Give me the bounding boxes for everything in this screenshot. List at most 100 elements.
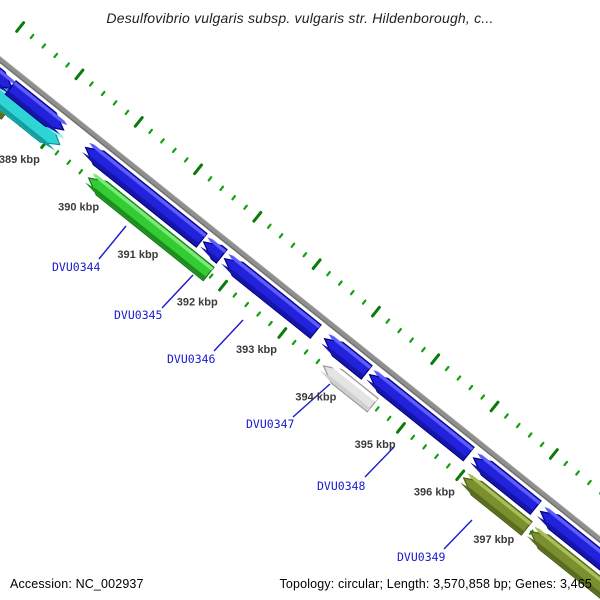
outer-minor-tick [29,33,35,40]
inner-minor-tick [434,453,439,459]
outer-minor-tick [41,43,47,49]
label-leader-line [98,225,127,260]
inner-major-tick [396,422,406,434]
sequence-title: Desulfovibrio vulgaris subsp. vulgaris s… [106,10,494,26]
gene-arrow-dvu0349-highlight [467,473,532,525]
inner-major-tick [455,469,466,482]
outer-major-tick [133,116,144,128]
gene-arrow-dvu0347[interactable] [322,365,379,413]
gene-arrow-dvu0344-shade [85,182,207,280]
inner-minor-tick [54,150,60,156]
outer-minor-tick [361,299,367,305]
gene-label-dvu0344[interactable]: DVU0344 [52,260,101,274]
scale-label-390kbp: 390 kbp [58,202,99,214]
gene-arrow-shade [82,152,200,247]
outer-minor-tick [65,62,71,68]
gene-arrow-shade [0,84,9,94]
gene-arrow-shade [527,536,600,597]
outer-minor-tick [172,147,177,153]
gene-arrow-highlight [534,526,600,582]
outer-minor-tick [243,204,248,210]
outer-minor-tick [100,90,106,97]
outer-major-tick [311,258,322,270]
scale-label-392kbp: 392 kbp [177,297,218,309]
gene-arrow-dvu0347-highlight [327,361,378,402]
outer-major-tick [15,21,26,33]
outer-minor-tick [338,280,343,286]
gene-arrow-dvu0346[interactable] [223,257,322,340]
gene-arrow-highlight [477,453,541,505]
gene-arrow[interactable] [84,146,208,248]
gene-arrow-shade [470,462,534,514]
label-leader-line [292,383,331,418]
outer-minor-tick [278,233,284,239]
scale-label-391kbp: 391 kbp [117,249,158,261]
outer-minor-tick [504,413,509,419]
outer-minor-tick [290,242,296,248]
gene-arrow-dvu0345-highlight [207,237,227,253]
gene-arrow[interactable] [323,337,373,380]
outer-minor-tick [53,52,59,59]
outer-major-tick [489,400,500,413]
outer-major-tick [371,305,381,318]
gene-arrow-shade [5,90,61,135]
outer-minor-tick [409,337,414,343]
outer-minor-tick [124,109,130,116]
scale-label-394kbp: 394 kbp [295,391,336,403]
gene-label-dvu0348[interactable]: DVU0348 [317,479,366,493]
inner-minor-tick [244,301,250,308]
gene-arrow-shade [0,104,56,151]
scale-label-397kbp: 397 kbp [473,534,514,546]
gene-arrow-dvu0347-shade [320,370,371,412]
gene-label-dvu0345[interactable]: DVU0345 [114,308,162,322]
gene-arrow-highlight [89,142,207,237]
outer-minor-tick [539,441,545,448]
inner-minor-tick [291,339,297,346]
gene-label-dvu0349[interactable]: DVU0349 [397,550,446,564]
genome-backbone [0,61,600,544]
gene-arrow-dvu0344[interactable] [87,177,215,282]
inner-minor-tick [374,406,380,412]
topology-status: Topology: circular; Length: 3,570,858 bp… [279,577,592,591]
inner-minor-tick [386,415,392,422]
inner-minor-tick [232,292,238,298]
accession-status: Accession: NC_002937 [10,577,144,591]
outer-minor-tick [148,128,153,134]
gene-arrow-shade [321,343,365,379]
gene-arrow-dvu0344-highlight [92,173,214,271]
gene-arrow-highlight [328,334,372,369]
gene-arrow-dvu0345-shade [200,246,220,263]
outer-minor-tick [385,318,391,324]
gene-arrow-dvu0349[interactable] [462,477,533,536]
inner-minor-tick [256,311,261,317]
scale-label-389kbp: 389 kbp [0,154,40,166]
gene-arrow-highlight [13,81,68,126]
outer-major-tick [430,353,441,365]
inner-minor-tick [410,434,416,440]
gene-arrow-highlight [0,69,17,85]
outer-minor-tick [183,157,189,163]
outer-minor-tick [397,328,402,334]
outer-major-tick [74,68,85,81]
gene-label-dvu0346[interactable]: DVU0346 [167,352,216,366]
gene-arrow-dvu0348[interactable] [368,373,475,462]
gene-arrow[interactable] [472,457,542,516]
outer-minor-tick [88,81,94,87]
outer-minor-tick [349,290,355,296]
gene-label-dvu0347[interactable]: DVU0347 [246,417,295,431]
scale-label-395kbp: 395 kbp [355,439,396,451]
label-leader-line [443,519,473,550]
outer-minor-tick [575,470,580,476]
gene-arrow-dvu0349-shade [460,482,525,535]
label-leader-line [213,319,244,352]
inner-minor-tick [303,349,309,355]
scale-label-396kbp: 396 kbp [414,486,455,498]
inner-major-tick [277,327,288,339]
outer-minor-tick [160,138,165,144]
outer-minor-tick [231,195,236,201]
scale-label-393kbp: 393 kbp [236,344,277,356]
inner-minor-tick [446,463,451,469]
label-leader-line [364,446,395,478]
